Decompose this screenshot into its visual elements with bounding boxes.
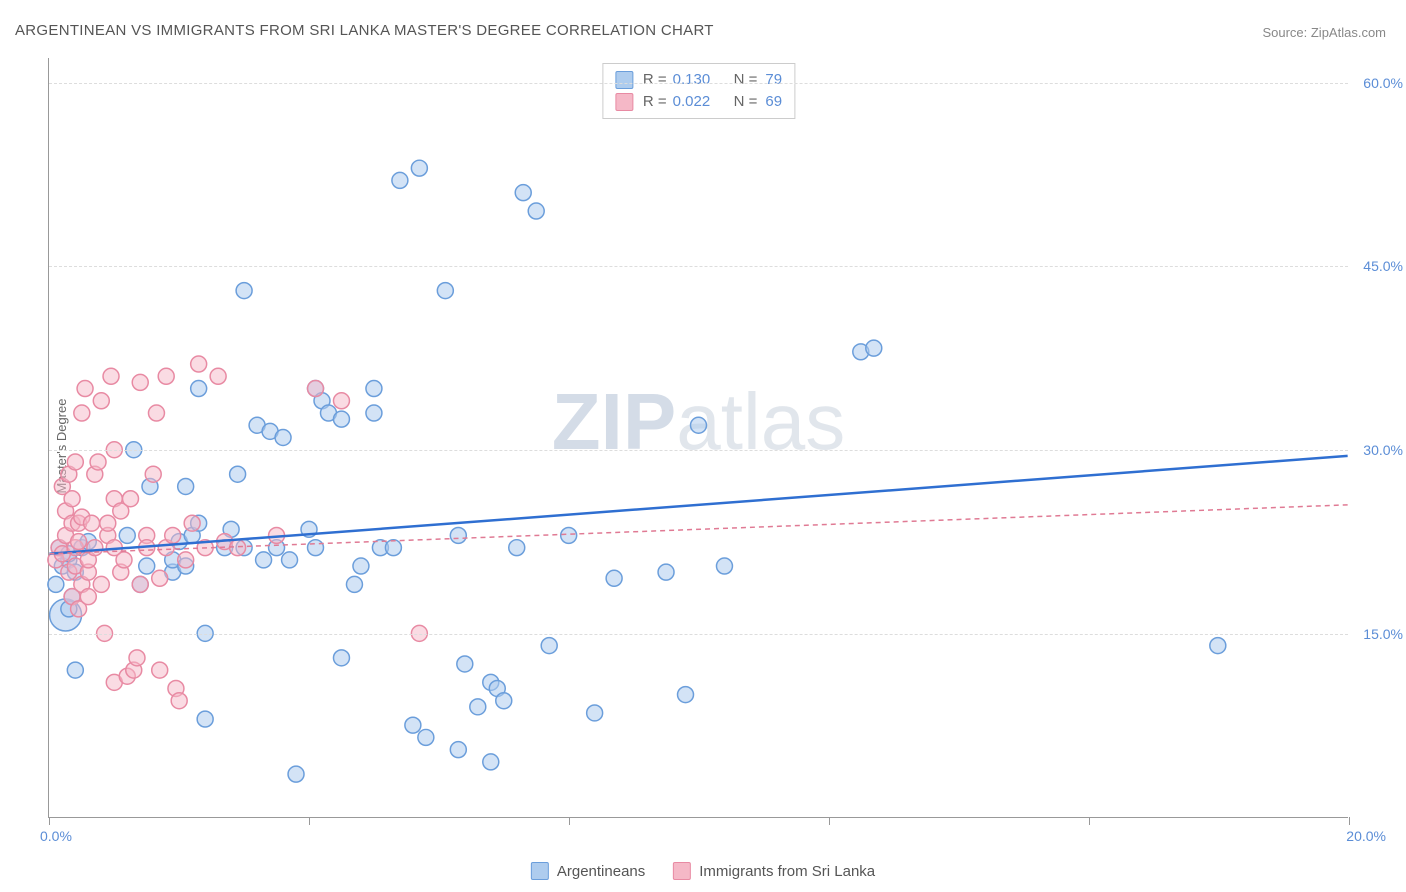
r-value-argentineans: 0.130 — [673, 69, 728, 91]
correlation-legend: R = 0.130 N = 79 R = 0.022 N = 69 — [602, 63, 795, 119]
y-tick-label: 45.0% — [1363, 258, 1403, 274]
chart-title: ARGENTINEAN VS IMMIGRANTS FROM SRI LANKA… — [15, 22, 714, 39]
regression-layer — [49, 58, 1348, 817]
legend-swatch-argentineans — [531, 862, 549, 880]
plot-area: ZIPatlas R = 0.130 N = 79 R = 0.022 N = … — [48, 58, 1348, 818]
gridline — [49, 83, 1348, 84]
argentineans-regression-line — [49, 456, 1347, 554]
x-tick-label-right: 20.0% — [1346, 828, 1386, 844]
gridline — [49, 266, 1348, 267]
x-tick — [1349, 817, 1350, 825]
n-label: N = — [734, 91, 758, 113]
r-value-srilanka: 0.022 — [673, 91, 728, 113]
x-tick — [829, 817, 830, 825]
legend-row-argentineans: R = 0.130 N = 79 — [615, 69, 782, 91]
series-legend: Argentineans Immigrants from Sri Lanka — [531, 862, 875, 880]
n-value-srilanka: 69 — [765, 91, 782, 113]
source-attribution: Source: ZipAtlas.com — [1262, 25, 1386, 40]
legend-label-argentineans: Argentineans — [557, 863, 645, 880]
legend-swatch-srilanka — [673, 862, 691, 880]
x-tick — [569, 817, 570, 825]
x-tick — [49, 817, 50, 825]
n-value-argentineans: 79 — [765, 69, 782, 91]
legend-row-srilanka: R = 0.022 N = 69 — [615, 91, 782, 113]
gridline — [49, 634, 1348, 635]
r-label: R = — [643, 69, 667, 91]
y-tick-label: 30.0% — [1363, 442, 1403, 458]
r-label: R = — [643, 91, 667, 113]
y-tick-label: 60.0% — [1363, 75, 1403, 91]
srilanka-regression-line — [49, 505, 1347, 554]
x-tick — [309, 817, 310, 825]
legend-item-argentineans: Argentineans — [531, 862, 645, 880]
legend-swatch-srilanka — [615, 93, 633, 111]
legend-item-srilanka: Immigrants from Sri Lanka — [673, 862, 875, 880]
legend-label-srilanka: Immigrants from Sri Lanka — [699, 863, 875, 880]
y-tick-label: 15.0% — [1363, 626, 1403, 642]
gridline — [49, 450, 1348, 451]
x-tick — [1089, 817, 1090, 825]
legend-swatch-argentineans — [615, 71, 633, 89]
n-label: N = — [734, 69, 758, 91]
x-tick-label-left: 0.0% — [40, 828, 72, 844]
